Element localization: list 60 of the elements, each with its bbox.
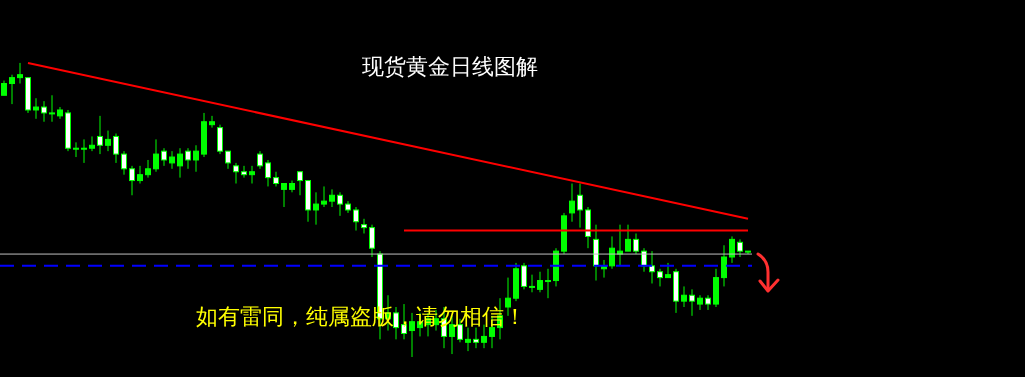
candlestick [337, 191, 343, 217]
candlestick [729, 235, 735, 264]
candlestick [545, 268, 551, 299]
candlestick [129, 165, 135, 196]
candlestick [97, 115, 103, 155]
candlestick [625, 224, 631, 252]
candlestick [353, 206, 359, 232]
candlestick [145, 159, 151, 179]
candlestick [49, 94, 55, 123]
candlestick [113, 133, 119, 164]
candlestick [521, 262, 527, 290]
candlestick [185, 147, 191, 170]
candlestick [665, 262, 671, 279]
candlestick [721, 244, 727, 287]
candlestick [81, 138, 87, 164]
candlestick [393, 306, 399, 340]
candlestick [209, 115, 215, 129]
candlestick [17, 62, 23, 85]
candlestick [169, 150, 175, 170]
candlestick [265, 159, 271, 187]
candlestick [329, 188, 335, 208]
candlestick [505, 277, 511, 317]
candlestick [9, 74, 15, 105]
candlestick [689, 288, 695, 317]
candlestick [177, 147, 183, 179]
candlestick [73, 141, 79, 158]
candlestick [217, 124, 223, 155]
candlestick [369, 224, 375, 258]
candlestick [193, 144, 199, 173]
candlestick [401, 303, 407, 340]
candlestick [529, 274, 535, 293]
candlestick [33, 97, 39, 120]
candlestick [137, 165, 143, 184]
candlestick [697, 294, 703, 311]
candlestick [153, 138, 159, 173]
candlestick [233, 162, 239, 184]
candlestick [89, 135, 95, 152]
candlestick [577, 183, 583, 229]
candlestick [41, 100, 47, 123]
candlestick [105, 130, 111, 152]
candlestick [313, 191, 319, 226]
candlestick [281, 183, 287, 208]
candlestick [297, 171, 303, 196]
candlestick [649, 250, 655, 284]
candlestick [473, 327, 479, 349]
candlestick [705, 294, 711, 311]
candlestick [361, 218, 367, 234]
candlestick [569, 183, 575, 223]
candlestick [121, 150, 127, 176]
candlestick [465, 327, 471, 352]
candlestick [241, 165, 247, 179]
candlestick [409, 312, 415, 358]
candlestick [681, 285, 687, 308]
chart-title: 现货黄金日线图解 [361, 53, 539, 81]
candlestick [657, 268, 663, 287]
candlestick [321, 185, 327, 208]
candlestick [249, 165, 255, 184]
candlestick [537, 271, 543, 293]
candlestick [273, 171, 279, 187]
candlestick [633, 232, 639, 255]
